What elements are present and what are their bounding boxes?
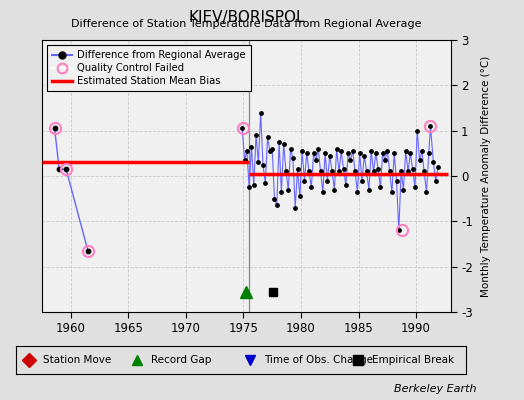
Point xyxy=(259,162,267,168)
Point xyxy=(422,189,431,195)
Point xyxy=(353,189,362,195)
Point xyxy=(401,148,410,154)
Point xyxy=(50,125,59,132)
Point xyxy=(337,148,345,154)
Point xyxy=(314,146,322,152)
Point xyxy=(298,148,307,154)
Point xyxy=(340,166,348,172)
Text: Record Gap: Record Gap xyxy=(151,355,211,365)
Point xyxy=(330,186,339,193)
Point xyxy=(424,150,433,156)
Point xyxy=(335,168,343,175)
Text: KIEV/BORISPOL: KIEV/BORISPOL xyxy=(188,10,304,25)
Point xyxy=(55,166,63,172)
Point xyxy=(431,177,440,184)
Point xyxy=(321,150,330,156)
Point xyxy=(247,143,256,150)
Point xyxy=(386,168,394,175)
Point xyxy=(282,168,290,175)
Point xyxy=(365,186,373,193)
Point xyxy=(406,150,414,156)
Point xyxy=(254,159,263,166)
Point xyxy=(270,196,279,202)
Point xyxy=(300,177,309,184)
Point xyxy=(397,168,406,175)
Point xyxy=(264,134,272,141)
Point xyxy=(369,168,378,175)
Point xyxy=(307,184,315,190)
Text: Empirical Break: Empirical Break xyxy=(372,355,454,365)
Point xyxy=(289,155,297,161)
Point xyxy=(378,150,387,156)
Point xyxy=(316,168,325,175)
Text: Berkeley Earth: Berkeley Earth xyxy=(395,384,477,394)
Point xyxy=(416,157,424,163)
Point xyxy=(243,148,251,154)
Point xyxy=(305,168,313,175)
Point xyxy=(284,186,292,193)
Point xyxy=(238,125,246,132)
Point xyxy=(434,164,442,170)
Point xyxy=(392,177,401,184)
Point xyxy=(413,128,421,134)
Point xyxy=(328,168,336,175)
Point xyxy=(252,132,260,138)
Point xyxy=(404,168,412,175)
Text: Difference of Station Temperature Data from Regional Average: Difference of Station Temperature Data f… xyxy=(71,19,421,29)
Point xyxy=(279,141,288,148)
Point xyxy=(261,180,269,186)
Point xyxy=(325,152,334,159)
Point xyxy=(363,168,371,175)
Point xyxy=(293,166,302,172)
Point xyxy=(372,150,380,156)
Point xyxy=(275,139,283,145)
Point xyxy=(296,193,304,200)
Point xyxy=(358,177,366,184)
Point xyxy=(399,186,408,193)
Point xyxy=(312,157,320,163)
Point xyxy=(348,148,357,154)
Point xyxy=(323,177,332,184)
Point xyxy=(302,150,311,156)
Point xyxy=(383,148,391,154)
Point xyxy=(411,184,419,190)
Point xyxy=(374,166,383,172)
Point xyxy=(418,148,426,154)
Point xyxy=(390,150,398,156)
Point xyxy=(395,227,403,234)
Point xyxy=(388,189,396,195)
Point xyxy=(249,182,258,188)
Text: Time of Obs. Change: Time of Obs. Change xyxy=(264,355,373,365)
Point xyxy=(256,109,265,116)
Point xyxy=(427,123,435,129)
Point xyxy=(84,248,92,254)
Point xyxy=(241,157,249,163)
Point xyxy=(351,168,359,175)
Point xyxy=(381,157,389,163)
Point xyxy=(332,146,341,152)
Point xyxy=(344,150,352,156)
Point xyxy=(376,184,385,190)
Point xyxy=(287,146,295,152)
Point xyxy=(62,166,70,172)
Point xyxy=(360,152,368,159)
Point xyxy=(245,184,253,190)
Point xyxy=(272,202,281,209)
Point xyxy=(319,189,327,195)
Legend: Difference from Regional Average, Quality Control Failed, Estimated Station Mean: Difference from Regional Average, Qualit… xyxy=(47,45,250,91)
Point xyxy=(268,146,276,152)
Point xyxy=(367,148,375,154)
Point xyxy=(266,148,274,154)
Point xyxy=(310,150,318,156)
Point xyxy=(429,159,438,166)
Point xyxy=(342,182,350,188)
Point xyxy=(291,204,299,211)
Point xyxy=(420,168,428,175)
Point xyxy=(355,150,364,156)
Point xyxy=(346,157,355,163)
Text: Station Move: Station Move xyxy=(43,355,111,365)
Y-axis label: Monthly Temperature Anomaly Difference (°C): Monthly Temperature Anomaly Difference (… xyxy=(481,55,492,297)
Point xyxy=(277,189,286,195)
Point xyxy=(408,166,417,172)
